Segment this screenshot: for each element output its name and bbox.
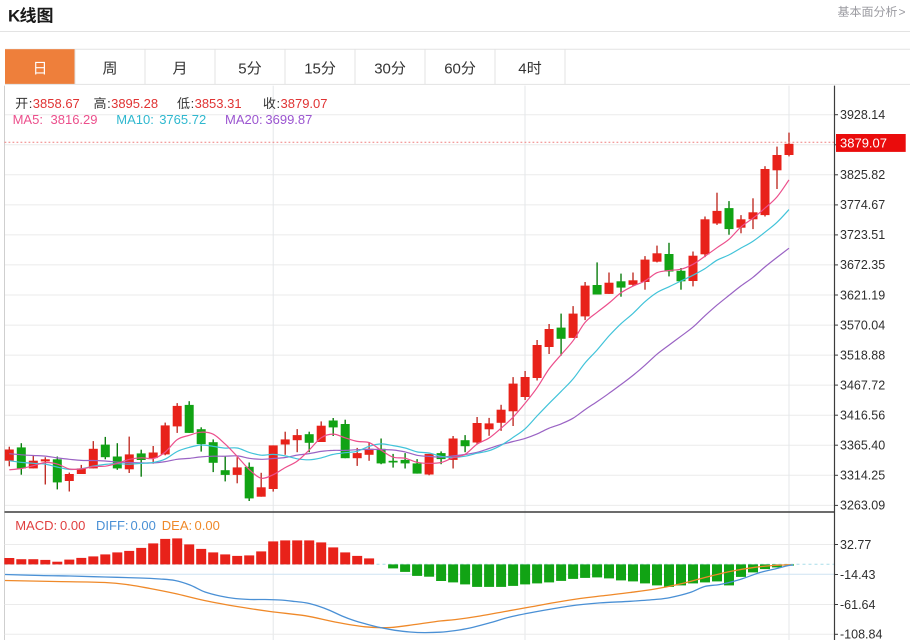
svg-text:3928.14: 3928.14 (840, 108, 885, 122)
svg-text:3816.29: 3816.29 (51, 112, 98, 127)
svg-text::: : (29, 96, 33, 111)
svg-text:3879.07: 3879.07 (840, 136, 887, 151)
svg-text:3621.19: 3621.19 (840, 288, 885, 302)
svg-text:32.77: 32.77 (840, 538, 871, 552)
svg-text:0.00: 0.00 (131, 518, 156, 533)
svg-text:-61.64: -61.64 (840, 598, 875, 612)
svg-text:>: > (899, 5, 906, 19)
svg-text::: : (191, 96, 195, 111)
svg-text:DEA:: DEA: (162, 518, 192, 533)
svg-text:MA20:: MA20: (225, 112, 263, 127)
svg-text:-14.43: -14.43 (840, 568, 875, 582)
svg-text:3699.87: 3699.87 (265, 112, 312, 127)
svg-text:3853.31: 3853.31 (195, 96, 242, 111)
svg-text:3467.72: 3467.72 (840, 378, 885, 392)
svg-text:3723.51: 3723.51 (840, 228, 885, 242)
svg-text:3774.67: 3774.67 (840, 198, 885, 212)
svg-text:3365.40: 3365.40 (840, 439, 885, 453)
svg-text:3765.72: 3765.72 (159, 112, 206, 127)
svg-text:4: 4 (518, 61, 526, 78)
svg-text:0.00: 0.00 (195, 518, 220, 533)
svg-text:3518.88: 3518.88 (840, 348, 885, 362)
svg-text:DIFF:: DIFF: (96, 518, 129, 533)
svg-text:MA10:: MA10: (116, 112, 154, 127)
svg-text:3672.35: 3672.35 (840, 258, 885, 272)
svg-text:3825.82: 3825.82 (840, 168, 885, 182)
svg-text::: : (107, 96, 111, 111)
svg-text:3570.04: 3570.04 (840, 318, 885, 332)
svg-text:MA5:: MA5: (13, 112, 43, 127)
svg-text::: : (277, 96, 281, 111)
svg-text:5: 5 (238, 61, 246, 78)
svg-text:15: 15 (304, 61, 321, 78)
svg-text:30: 30 (374, 61, 391, 78)
svg-text:3895.28: 3895.28 (111, 96, 158, 111)
svg-text:K: K (8, 7, 21, 26)
svg-text:3263.09: 3263.09 (840, 499, 885, 513)
svg-text:3879.07: 3879.07 (281, 96, 328, 111)
svg-text:3858.67: 3858.67 (33, 96, 80, 111)
svg-text:3416.56: 3416.56 (840, 409, 885, 423)
svg-text:3314.25: 3314.25 (840, 469, 885, 483)
svg-text:-108.84: -108.84 (840, 628, 882, 642)
svg-text:MACD:: MACD: (15, 518, 57, 533)
svg-text:0.00: 0.00 (60, 518, 85, 533)
svg-text:60: 60 (444, 61, 461, 78)
